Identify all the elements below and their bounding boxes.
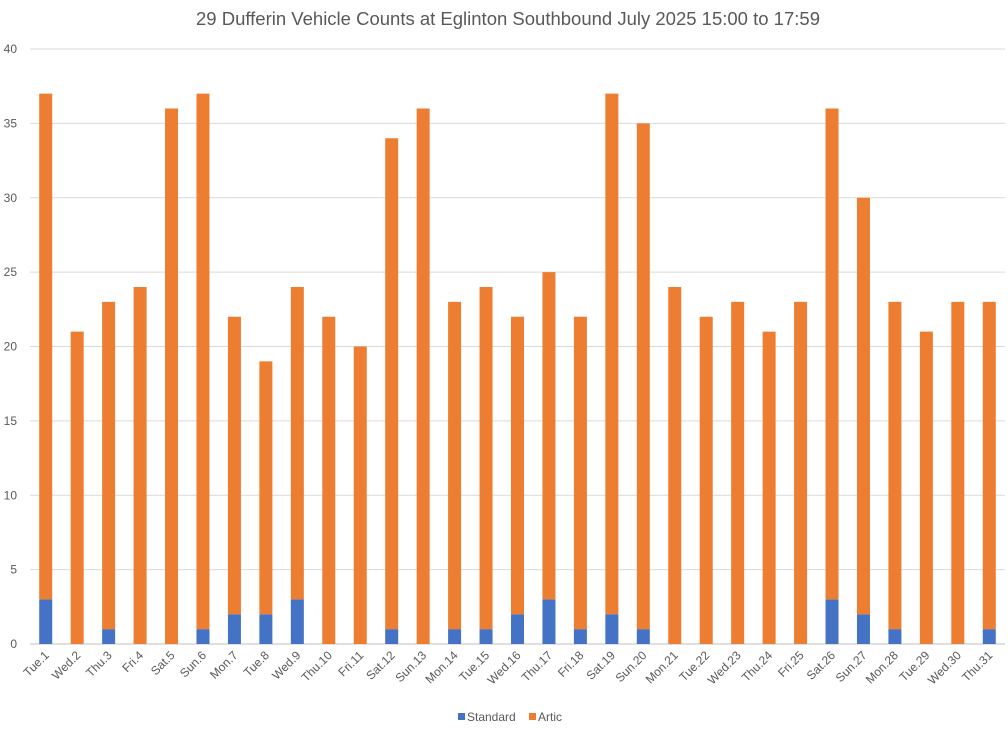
- bar-artic-fri-25: [794, 301, 808, 644]
- bar-artic-thu-3: [102, 301, 116, 630]
- bar-standard-thu-3: [102, 629, 116, 644]
- x-tick-label: Thu.31: [959, 648, 996, 685]
- y-tick-label: 35: [4, 116, 18, 130]
- y-tick-label: 15: [4, 414, 18, 428]
- bar-artic-sun-20: [636, 123, 650, 630]
- x-tick-label: Sat.5: [148, 648, 178, 678]
- chart-title: 29 Dufferin Vehicle Counts at Eglinton S…: [196, 8, 820, 29]
- bar-artic-thu-24: [762, 331, 776, 644]
- bar-artic-tue-8: [259, 361, 273, 615]
- bar-standard-wed-9: [290, 599, 304, 644]
- x-tick-label: Sat.12: [363, 648, 398, 683]
- legend-swatch-artic: [529, 713, 536, 720]
- bar-artic-mon-14: [448, 301, 462, 630]
- x-tick-label: Fri.4: [119, 648, 146, 675]
- y-tick-label: 20: [4, 340, 18, 354]
- bar-standard-sat-26: [825, 599, 839, 644]
- bar-artic-sat-19: [605, 93, 619, 615]
- y-tick-label: 10: [4, 488, 18, 502]
- bar-artic-wed-2: [70, 331, 84, 644]
- bar-standard-sun-20: [636, 629, 650, 644]
- x-tick-label: Wed.16: [485, 648, 524, 687]
- bar-artic-wed-30: [951, 301, 965, 644]
- bar-artic-mon-28: [888, 301, 902, 630]
- bar-artic-thu-10: [322, 316, 336, 644]
- bar-artic-fri-18: [573, 316, 587, 630]
- y-tick-label: 0: [10, 637, 17, 651]
- bar-artic-sat-12: [385, 138, 399, 630]
- x-tick-label: Sat.26: [804, 648, 839, 683]
- x-tick-label: Mon.7: [207, 648, 241, 682]
- legend-label-standard: Standard: [467, 710, 516, 724]
- bar-standard-thu-31: [982, 629, 996, 644]
- bar-artic-fri-4: [133, 287, 147, 644]
- x-tick-label: Thu.24: [739, 648, 776, 685]
- bar-artic-wed-16: [511, 316, 524, 615]
- x-tick-label: Mon.28: [863, 648, 901, 686]
- bar-standard-mon-14: [448, 629, 462, 644]
- bar-standard-fri-18: [573, 629, 587, 644]
- bar-artic-sun-13: [416, 108, 430, 644]
- y-tick-label: 25: [4, 265, 18, 279]
- bar-standard-tue-15: [479, 629, 493, 644]
- x-tick-label: Tue.1: [21, 648, 53, 680]
- x-tick-label: Sun.27: [833, 648, 870, 685]
- x-tick-label: Wed.23: [705, 648, 744, 687]
- bar-artic-sat-26: [825, 108, 839, 600]
- x-tick-label: Sun.13: [392, 648, 429, 685]
- bar-artic-sun-6: [196, 93, 210, 630]
- x-tick-label: Thu.17: [519, 648, 556, 685]
- bar-artic-sat-5: [165, 108, 179, 644]
- x-tick-label: Mon.21: [643, 648, 681, 686]
- bar-standard-sun-6: [196, 629, 210, 644]
- bar-artic-mon-7: [227, 316, 241, 615]
- x-tick-label: Wed.30: [925, 648, 964, 687]
- x-tick-label: Wed.2: [49, 648, 84, 683]
- bar-artic-sun-27: [856, 197, 870, 615]
- bar-artic-tue-29: [919, 331, 933, 644]
- bar-artic-tue-22: [699, 316, 713, 644]
- bar-standard-mon-7: [227, 614, 241, 644]
- bar-artic-tue-15: [479, 287, 493, 630]
- bar-standard-mon-28: [888, 629, 902, 644]
- y-tick-label: 5: [10, 563, 17, 577]
- x-tick-label: Sun.6: [177, 648, 209, 680]
- bar-artic-tue-1: [39, 93, 53, 600]
- x-tick-label: Tue.8: [241, 648, 273, 680]
- legend-label-artic: Artic: [538, 710, 562, 724]
- x-tick-label: Thu.3: [83, 648, 115, 680]
- bar-artic-wed-23: [731, 301, 745, 644]
- bar-standard-thu-17: [542, 599, 556, 644]
- bar-artic-fri-11: [353, 346, 367, 644]
- bar-artic-thu-31: [982, 301, 996, 630]
- bar-standard-sat-12: [385, 629, 399, 644]
- legend: Standard Artic: [458, 710, 562, 724]
- x-tick-label: Fri.11: [335, 648, 366, 679]
- bar-standard-wed-16: [511, 614, 524, 644]
- bar-standard-sat-19: [605, 614, 619, 644]
- x-tick-label: Fri.25: [775, 648, 807, 680]
- bar-artic-wed-9: [290, 287, 304, 600]
- y-tick-label: 30: [4, 191, 18, 205]
- x-tick-label: Sat.19: [584, 648, 619, 683]
- x-tick-label: Sun.20: [613, 648, 650, 685]
- bar-artic-mon-21: [668, 287, 682, 644]
- x-tick-label: Mon.14: [423, 648, 461, 686]
- legend-swatch-standard: [458, 713, 465, 720]
- x-tick-label: Wed.9: [269, 648, 304, 683]
- bar-standard-tue-1: [39, 599, 53, 644]
- bars: [39, 93, 996, 644]
- bar-standard-sun-27: [856, 614, 870, 644]
- bar-standard-tue-8: [259, 614, 273, 644]
- y-axis: 0 5 10 15 20 25 30 35 40: [4, 42, 18, 651]
- x-tick-label: Fri.18: [555, 648, 587, 680]
- bar-artic-thu-17: [542, 272, 556, 600]
- y-tick-label: 40: [4, 42, 18, 56]
- x-tick-label: Thu.10: [299, 648, 336, 685]
